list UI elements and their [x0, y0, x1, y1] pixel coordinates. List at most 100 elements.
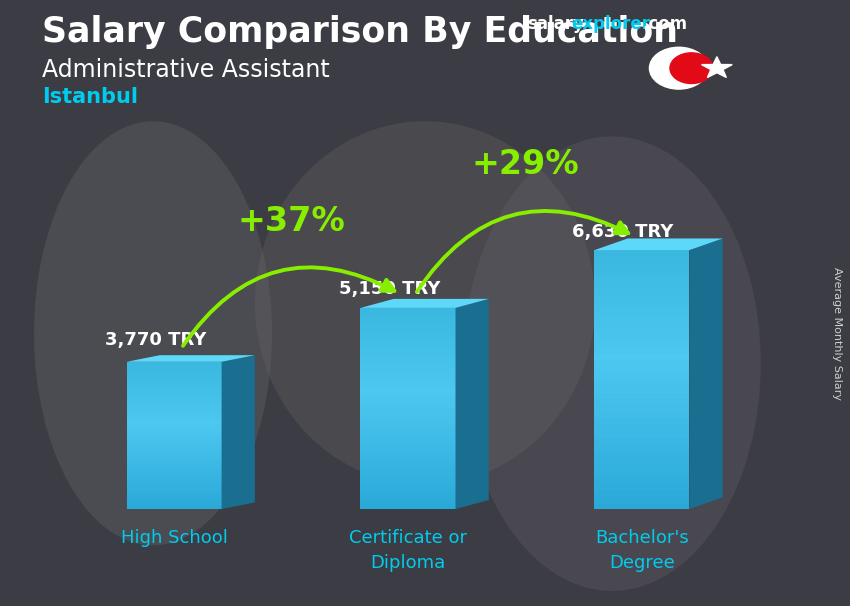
Polygon shape: [360, 378, 456, 384]
Text: Administrative Assistant: Administrative Assistant: [42, 58, 331, 82]
Polygon shape: [360, 404, 456, 408]
Polygon shape: [127, 417, 222, 421]
Polygon shape: [127, 428, 222, 431]
Polygon shape: [594, 483, 689, 490]
Polygon shape: [594, 354, 689, 360]
Polygon shape: [594, 477, 689, 483]
Polygon shape: [594, 263, 689, 270]
Polygon shape: [594, 296, 689, 302]
Polygon shape: [127, 399, 222, 402]
Polygon shape: [127, 413, 222, 417]
Polygon shape: [360, 398, 456, 404]
Polygon shape: [594, 386, 689, 393]
Polygon shape: [127, 402, 222, 406]
Polygon shape: [594, 438, 689, 444]
Polygon shape: [360, 489, 456, 494]
Polygon shape: [360, 474, 456, 479]
Polygon shape: [360, 323, 456, 328]
Polygon shape: [360, 444, 456, 448]
Polygon shape: [594, 315, 689, 321]
Polygon shape: [360, 439, 456, 444]
Polygon shape: [594, 412, 689, 418]
Polygon shape: [360, 413, 456, 419]
Polygon shape: [360, 419, 456, 424]
Polygon shape: [689, 239, 722, 509]
Polygon shape: [360, 333, 456, 338]
Polygon shape: [594, 270, 689, 276]
Polygon shape: [360, 388, 456, 393]
Polygon shape: [360, 308, 456, 313]
Polygon shape: [360, 448, 456, 454]
Polygon shape: [127, 362, 222, 365]
Polygon shape: [127, 373, 222, 376]
Ellipse shape: [34, 121, 272, 545]
Polygon shape: [222, 355, 255, 509]
Polygon shape: [127, 395, 222, 399]
Circle shape: [670, 53, 713, 84]
Polygon shape: [594, 347, 689, 354]
Polygon shape: [127, 384, 222, 388]
Polygon shape: [360, 384, 456, 388]
Polygon shape: [360, 348, 456, 353]
Polygon shape: [127, 450, 222, 454]
Polygon shape: [127, 439, 222, 443]
Polygon shape: [594, 335, 689, 341]
Polygon shape: [127, 447, 222, 450]
Polygon shape: [594, 256, 689, 263]
Polygon shape: [360, 408, 456, 413]
Text: Salary Comparison By Education: Salary Comparison By Education: [42, 15, 678, 49]
Text: Bachelor's
Degree: Bachelor's Degree: [595, 528, 689, 571]
Polygon shape: [594, 444, 689, 451]
Text: Certificate or
Diploma: Certificate or Diploma: [349, 528, 467, 571]
Polygon shape: [594, 425, 689, 431]
Polygon shape: [127, 355, 255, 362]
Polygon shape: [360, 393, 456, 398]
Polygon shape: [360, 368, 456, 373]
Polygon shape: [594, 458, 689, 464]
Polygon shape: [127, 431, 222, 436]
Polygon shape: [360, 499, 456, 504]
Polygon shape: [594, 451, 689, 458]
Polygon shape: [127, 502, 222, 505]
Polygon shape: [127, 443, 222, 447]
Polygon shape: [360, 338, 456, 343]
Polygon shape: [127, 479, 222, 483]
Text: +37%: +37%: [237, 205, 345, 239]
Polygon shape: [127, 483, 222, 487]
Text: +29%: +29%: [471, 148, 579, 181]
Text: Average Monthly Salary: Average Monthly Salary: [832, 267, 842, 400]
Polygon shape: [127, 476, 222, 479]
Ellipse shape: [255, 121, 595, 485]
Polygon shape: [127, 472, 222, 476]
Polygon shape: [360, 343, 456, 348]
Text: salary: salary: [527, 15, 584, 33]
Polygon shape: [127, 410, 222, 413]
Polygon shape: [360, 494, 456, 499]
Polygon shape: [594, 373, 689, 379]
Polygon shape: [127, 498, 222, 502]
Polygon shape: [594, 470, 689, 477]
Polygon shape: [701, 57, 732, 78]
Polygon shape: [127, 406, 222, 410]
Polygon shape: [127, 487, 222, 491]
Polygon shape: [594, 282, 689, 289]
Polygon shape: [360, 484, 456, 489]
Polygon shape: [594, 418, 689, 425]
Ellipse shape: [463, 136, 761, 591]
Polygon shape: [594, 464, 689, 470]
Polygon shape: [127, 465, 222, 468]
Polygon shape: [594, 379, 689, 386]
Polygon shape: [360, 358, 456, 363]
Circle shape: [649, 47, 708, 89]
Polygon shape: [360, 373, 456, 378]
Polygon shape: [127, 454, 222, 458]
Polygon shape: [127, 391, 222, 395]
Polygon shape: [594, 399, 689, 405]
Polygon shape: [127, 468, 222, 472]
Polygon shape: [127, 424, 222, 428]
Polygon shape: [127, 494, 222, 498]
Polygon shape: [127, 458, 222, 461]
Polygon shape: [127, 365, 222, 369]
Polygon shape: [360, 353, 456, 358]
Polygon shape: [360, 428, 456, 434]
